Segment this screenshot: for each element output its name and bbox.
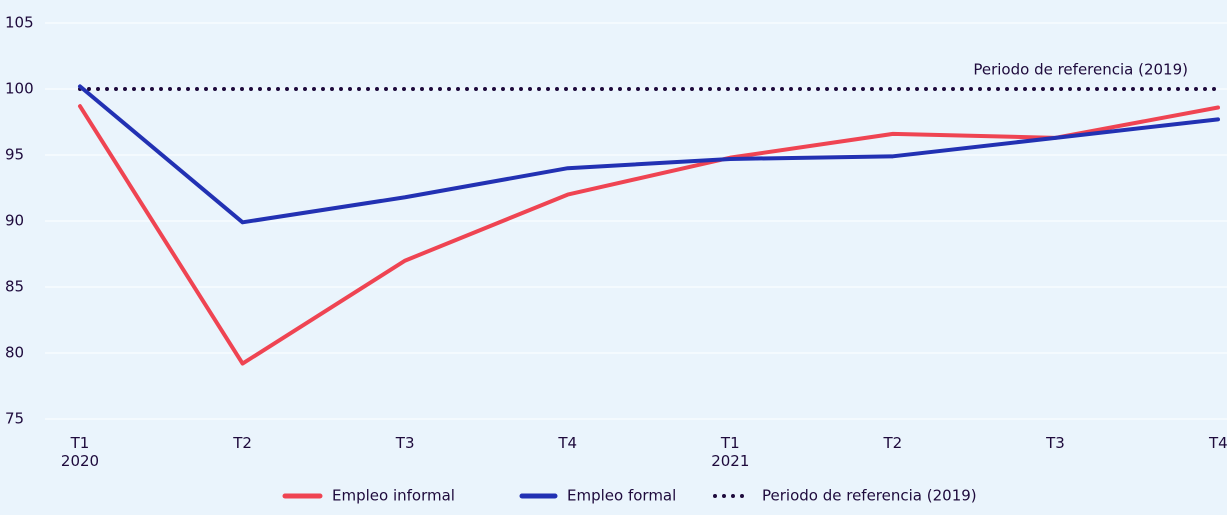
legend-label: Empleo formal xyxy=(567,487,676,505)
y-tick-label: 90 xyxy=(5,212,24,230)
series-line xyxy=(78,104,1220,366)
y-tick-label: 85 xyxy=(5,278,24,296)
x-tick-label: T2 xyxy=(883,434,903,452)
x-tick-label: T1 2020 xyxy=(60,434,100,470)
x-tick-label: T3 xyxy=(1046,434,1065,452)
x-tick-label: T1 2021 xyxy=(711,434,750,470)
y-tick-label: 80 xyxy=(5,344,24,362)
x-tick-label: T4 xyxy=(558,434,578,452)
series-line xyxy=(78,84,1220,225)
x-tick-label: T4 xyxy=(1209,434,1227,452)
y-tick-label: 105 xyxy=(5,14,34,32)
y-tick-label: 75 xyxy=(5,410,24,428)
legend-label: Periodo de referencia (2019) xyxy=(762,487,977,505)
x-tick-label: T2 xyxy=(233,434,252,452)
x-tick-label: T3 xyxy=(395,434,415,452)
y-tick-label: 95 xyxy=(5,146,24,164)
legend-label: Empleo informal xyxy=(332,487,455,505)
y-tick-label: 100 xyxy=(5,80,34,98)
reference-annotation: Periodo de referencia (2019) xyxy=(973,61,1188,79)
